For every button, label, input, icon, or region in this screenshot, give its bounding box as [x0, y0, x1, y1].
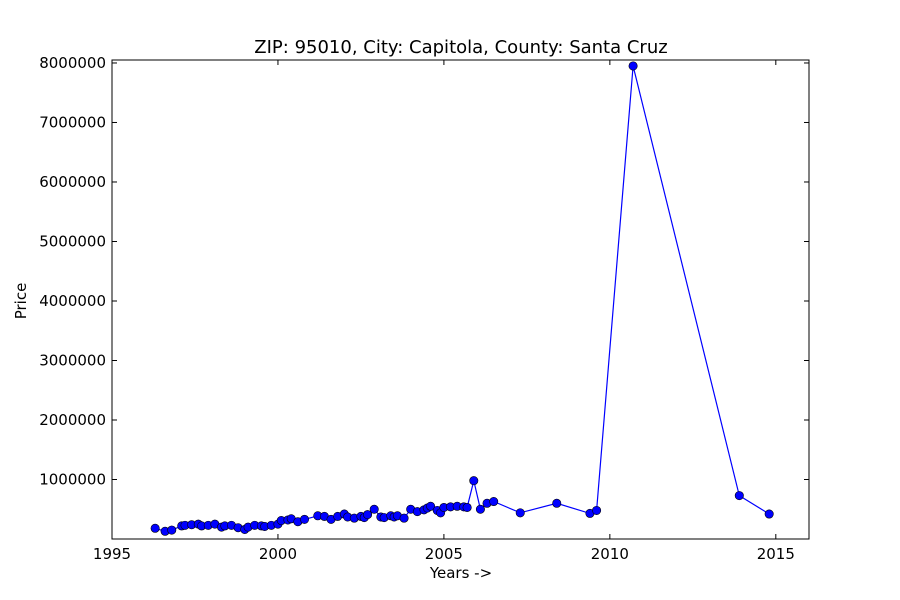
- data-point: [489, 497, 499, 507]
- y-tick-label: 6000000: [39, 173, 106, 191]
- x-tick-label: 2000: [259, 545, 297, 563]
- x-axis-label: Years ->: [429, 564, 492, 582]
- y-tick-label: 3000000: [39, 351, 106, 369]
- data-point: [167, 525, 177, 535]
- data-point: [469, 476, 479, 486]
- plot-area: 1995 2000 2005 2010 2015 1000000 2000000 300000…: [39, 54, 810, 563]
- plot-frame: [111, 59, 810, 540]
- x-tick-label: 1995: [93, 545, 131, 563]
- data-point: [734, 491, 744, 501]
- chart-title: ZIP: 95010, City: Capitola, County: Sant…: [254, 37, 667, 58]
- data-point: [363, 510, 373, 520]
- data-point: [399, 513, 409, 523]
- data-point: [150, 523, 160, 533]
- data-point: [300, 514, 310, 524]
- y-tick-label: 2000000: [39, 411, 106, 429]
- data-point: [426, 501, 436, 511]
- series-line: [154, 65, 770, 532]
- data-point: [552, 498, 562, 508]
- data-point: [515, 508, 525, 518]
- y-tick-label: 4000000: [39, 292, 106, 310]
- data-point: [369, 504, 379, 514]
- x-tick-label: 2005: [425, 545, 463, 563]
- y-tick-label: 8000000: [39, 54, 106, 72]
- y-tick-label: 1000000: [39, 470, 106, 488]
- data-point: [475, 504, 485, 514]
- x-tick-label: 2010: [591, 545, 629, 563]
- data-point: [592, 505, 602, 515]
- y-axis-label: Price: [12, 283, 30, 320]
- x-tick-label: 2015: [757, 545, 795, 563]
- y-tick-label: 5000000: [39, 232, 106, 250]
- data-point: [628, 61, 638, 71]
- y-tick-label: 7000000: [39, 113, 106, 131]
- data-point: [462, 502, 472, 512]
- data-point: [764, 509, 774, 519]
